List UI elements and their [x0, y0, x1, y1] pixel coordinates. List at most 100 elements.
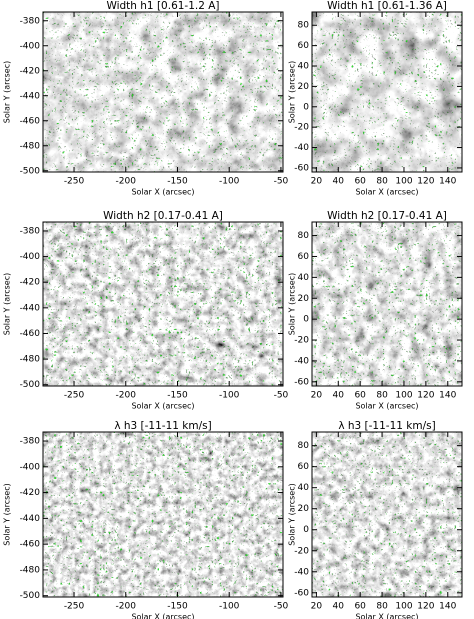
x-tick-label: 140 [439, 177, 456, 187]
x-tick-label: -250 [64, 602, 85, 612]
y-tick-label: -420 [20, 66, 41, 76]
x-tick-label: 60 [354, 177, 366, 187]
y-tick-label: -400 [20, 252, 41, 262]
y-tick-label: -400 [20, 462, 41, 472]
y-tick-label: -20 [294, 123, 309, 133]
y-axis-label: Solar Y (arcsec) [3, 483, 12, 546]
y-tick-label: -40 [294, 567, 309, 577]
x-tick-label: 140 [439, 391, 456, 401]
x-tick-label: 60 [354, 602, 366, 612]
y-tick-label: -60 [294, 588, 309, 598]
plot-frame [311, 221, 463, 387]
x-tick-label: 40 [333, 391, 345, 401]
x-tick-label: -50 [274, 602, 289, 612]
y-tick-label: 0 [303, 525, 309, 535]
speckles [312, 12, 462, 172]
x-tick-label: 40 [333, 602, 345, 612]
y-tick-label: 40 [298, 273, 310, 283]
y-tick-label: 40 [298, 483, 310, 493]
x-tick-label: -250 [64, 391, 85, 401]
x-tick-label: 80 [376, 391, 388, 401]
panel-title: Width h1 [0.61-1.36 A] [327, 0, 447, 12]
x-axis-label: Solar X (arcsec) [131, 188, 194, 197]
y-tick-label: -60 [294, 163, 309, 173]
x-tick-label: 60 [354, 391, 366, 401]
x-tick-label: -100 [219, 602, 240, 612]
x-tick-label: 100 [395, 391, 412, 401]
y-tick-label: 20 [298, 294, 310, 304]
y-tick-label: 60 [298, 41, 310, 51]
x-tick-label: -50 [274, 391, 289, 401]
speckles [312, 222, 462, 386]
y-tick-label: -420 [20, 488, 41, 498]
y-tick-label: -500 [20, 166, 41, 176]
x-axis-label: Solar X (arcsec) [355, 402, 418, 411]
speckles [43, 12, 283, 172]
x-tick-label: 120 [417, 602, 434, 612]
x-tick-label: 40 [333, 177, 345, 187]
y-tick-label: 80 [298, 441, 310, 451]
y-axis-label: Solar Y (arcsec) [288, 273, 297, 336]
y-tick-label: 60 [298, 462, 310, 472]
x-axis-label: Solar X (arcsec) [355, 188, 418, 197]
x-tick-label: 120 [417, 177, 434, 187]
y-tick-label: -40 [294, 143, 309, 153]
y-tick-label: -380 [20, 226, 41, 236]
x-tick-label: -150 [167, 602, 188, 612]
panel-title: Width h2 [0.17-0.41 A] [103, 210, 223, 222]
y-tick-label: -380 [20, 16, 41, 26]
y-axis-label: Solar Y (arcsec) [3, 273, 12, 336]
x-tick-label: 140 [439, 602, 456, 612]
y-tick-label: 40 [298, 62, 310, 72]
x-tick-label: -200 [116, 602, 137, 612]
y-tick-label: -500 [20, 380, 41, 390]
y-tick-label: -440 [20, 514, 41, 524]
x-tick-label: 80 [376, 602, 388, 612]
y-axis-label: Solar Y (arcsec) [3, 61, 12, 124]
x-tick-label: -50 [274, 177, 289, 187]
plot-frame [42, 431, 284, 598]
y-tick-label: 20 [298, 82, 310, 92]
panel-title: λ h3 [-11-11 km/s] [338, 420, 435, 432]
y-tick-label: -460 [20, 540, 41, 550]
y-tick-label: -20 [294, 336, 309, 346]
speckles [43, 222, 283, 386]
y-tick-label: -460 [20, 116, 41, 126]
speckles [312, 432, 462, 597]
x-tick-label: -150 [167, 391, 188, 401]
x-tick-label: -100 [219, 177, 240, 187]
plot-frame [42, 221, 284, 387]
x-tick-label: 20 [311, 177, 323, 187]
y-tick-label: 60 [298, 252, 310, 262]
y-tick-label: -460 [20, 329, 41, 339]
panel-title: Width h2 [0.17-0.41 A] [327, 210, 447, 222]
y-axis-label: Solar Y (arcsec) [288, 483, 297, 546]
speckles [43, 432, 283, 597]
y-tick-label: 20 [298, 504, 310, 514]
y-tick-label: -60 [294, 377, 309, 387]
y-tick-label: -20 [294, 546, 309, 556]
y-tick-label: -480 [20, 565, 41, 575]
x-tick-label: 80 [376, 177, 388, 187]
y-tick-label: -380 [20, 437, 41, 447]
y-tick-label: 0 [303, 102, 309, 112]
y-axis-label: Solar Y (arcsec) [288, 61, 297, 124]
y-tick-label: -500 [20, 591, 41, 601]
x-tick-label: -100 [219, 391, 240, 401]
y-tick-label: -440 [20, 303, 41, 313]
panel-title: λ h3 [-11-11 km/s] [114, 420, 211, 432]
x-tick-label: 120 [417, 391, 434, 401]
x-axis-label: Solar X (arcsec) [355, 613, 418, 619]
plot-frame [311, 11, 463, 173]
plot-frame [311, 431, 463, 598]
panel-title: Width h1 [0.61-1.2 A] [106, 0, 219, 12]
y-tick-label: -480 [20, 355, 41, 365]
x-axis-label: Solar X (arcsec) [131, 613, 194, 619]
y-tick-label: -440 [20, 91, 41, 101]
x-tick-label: 20 [311, 602, 323, 612]
y-tick-label: -480 [20, 141, 41, 151]
x-axis-label: Solar X (arcsec) [131, 402, 194, 411]
x-tick-label: -200 [116, 177, 137, 187]
y-tick-label: 80 [298, 231, 310, 241]
y-tick-label: -400 [20, 41, 41, 51]
